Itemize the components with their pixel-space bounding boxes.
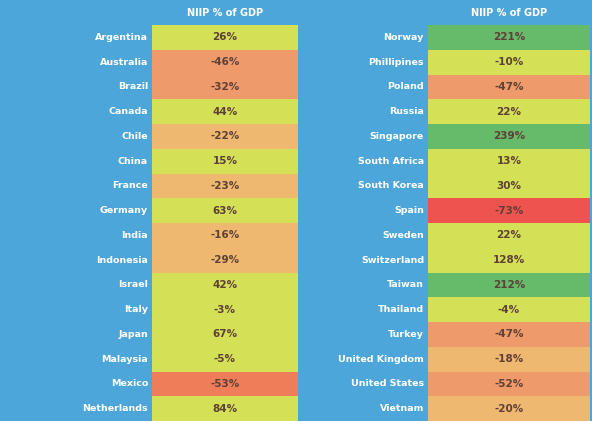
Text: -32%: -32% <box>210 82 240 92</box>
Bar <box>152 124 298 149</box>
Bar <box>428 25 590 50</box>
Text: NIIP % of GDP: NIIP % of GDP <box>471 8 547 18</box>
Bar <box>152 347 298 371</box>
Text: Singapore: Singapore <box>370 132 424 141</box>
Bar <box>152 396 298 421</box>
Text: -16%: -16% <box>210 230 240 240</box>
Text: Japan: Japan <box>118 330 148 339</box>
Bar <box>152 198 298 223</box>
Text: -73%: -73% <box>494 205 524 216</box>
Text: 84%: 84% <box>213 404 237 413</box>
Text: Poland: Poland <box>387 83 424 91</box>
Text: -47%: -47% <box>494 82 524 92</box>
Bar <box>428 248 590 272</box>
Text: 30%: 30% <box>497 181 522 191</box>
Bar <box>428 99 590 124</box>
Text: -5%: -5% <box>214 354 236 364</box>
Bar <box>152 173 298 198</box>
Text: France: France <box>112 181 148 190</box>
Bar <box>152 272 298 297</box>
Text: Chile: Chile <box>121 132 148 141</box>
Bar <box>428 198 590 223</box>
Text: -46%: -46% <box>210 57 240 67</box>
Text: -4%: -4% <box>498 305 520 314</box>
Text: South Africa: South Africa <box>358 157 424 165</box>
Text: -3%: -3% <box>214 305 236 314</box>
Text: -52%: -52% <box>494 379 524 389</box>
Text: Israel: Israel <box>118 280 148 289</box>
Text: -29%: -29% <box>210 255 240 265</box>
Text: 128%: 128% <box>493 255 525 265</box>
Text: 13%: 13% <box>497 156 522 166</box>
Text: Canada: Canada <box>108 107 148 116</box>
Text: 44%: 44% <box>213 107 237 117</box>
Text: -20%: -20% <box>494 404 524 413</box>
Text: -47%: -47% <box>494 329 524 339</box>
Bar <box>428 124 590 149</box>
Text: 22%: 22% <box>497 230 522 240</box>
Bar <box>152 297 298 322</box>
Text: 212%: 212% <box>493 280 525 290</box>
Bar <box>428 173 590 198</box>
Text: 239%: 239% <box>493 131 525 141</box>
Bar <box>152 223 298 248</box>
Text: Switzerland: Switzerland <box>361 256 424 265</box>
Text: China: China <box>118 157 148 165</box>
Text: Thailand: Thailand <box>378 305 424 314</box>
Bar <box>152 149 298 173</box>
Text: Taiwan: Taiwan <box>387 280 424 289</box>
Bar <box>152 99 298 124</box>
Text: 221%: 221% <box>493 32 525 43</box>
Bar <box>428 322 590 347</box>
Text: Turkey: Turkey <box>388 330 424 339</box>
Text: NIIP % of GDP: NIIP % of GDP <box>187 8 263 18</box>
Text: -53%: -53% <box>210 379 240 389</box>
Text: Indonesia: Indonesia <box>96 256 148 265</box>
Text: Norway: Norway <box>384 33 424 42</box>
Text: United States: United States <box>351 379 424 389</box>
Bar <box>152 371 298 396</box>
Text: 67%: 67% <box>213 329 237 339</box>
Bar <box>428 297 590 322</box>
Text: Germany: Germany <box>100 206 148 215</box>
Bar <box>428 396 590 421</box>
Text: -10%: -10% <box>494 57 524 67</box>
Bar <box>428 272 590 297</box>
Bar <box>152 50 298 75</box>
Text: Argentina: Argentina <box>95 33 148 42</box>
Text: 42%: 42% <box>213 280 237 290</box>
Text: Sweden: Sweden <box>382 231 424 240</box>
Text: India: India <box>121 231 148 240</box>
Bar <box>152 25 298 50</box>
Text: -23%: -23% <box>210 181 240 191</box>
Bar <box>428 371 590 396</box>
Text: Phillipines: Phillipines <box>368 58 424 67</box>
Text: United Kingdom: United Kingdom <box>338 354 424 364</box>
Bar <box>428 75 590 99</box>
Text: 26%: 26% <box>213 32 237 43</box>
Bar <box>152 322 298 347</box>
Text: Russia: Russia <box>389 107 424 116</box>
Text: Spain: Spain <box>394 206 424 215</box>
Text: 63%: 63% <box>213 205 237 216</box>
Text: South Korea: South Korea <box>358 181 424 190</box>
Text: -18%: -18% <box>494 354 524 364</box>
Text: Vietnam: Vietnam <box>379 404 424 413</box>
Bar <box>152 248 298 272</box>
Bar <box>428 223 590 248</box>
Bar <box>152 75 298 99</box>
Bar <box>428 149 590 173</box>
Text: Australia: Australia <box>99 58 148 67</box>
Bar <box>428 50 590 75</box>
Text: Brazil: Brazil <box>118 83 148 91</box>
Text: 15%: 15% <box>213 156 237 166</box>
Text: Netherlands: Netherlands <box>82 404 148 413</box>
Text: -22%: -22% <box>210 131 240 141</box>
Text: Italy: Italy <box>124 305 148 314</box>
Text: Malaysia: Malaysia <box>101 354 148 364</box>
Text: 22%: 22% <box>497 107 522 117</box>
Text: Mexico: Mexico <box>111 379 148 389</box>
Bar <box>428 347 590 371</box>
